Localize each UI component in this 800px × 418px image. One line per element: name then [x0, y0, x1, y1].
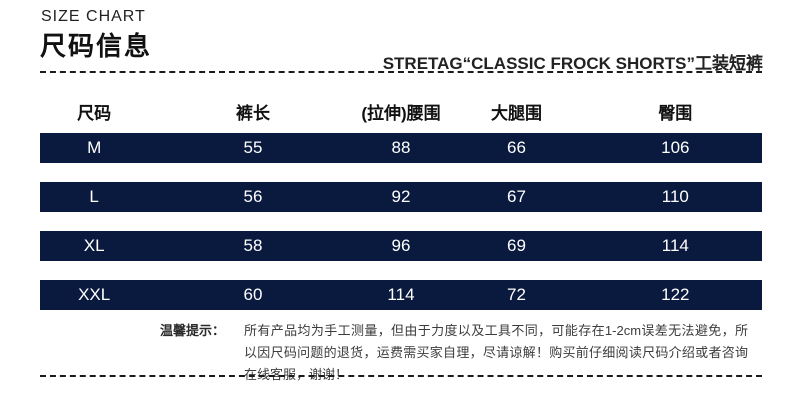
- length-cell: 55: [243, 138, 263, 157]
- tips-text: 所有产品均为手工测量，但由于力度以及工具不同，可能存在1-2cm误差无法避免，所…: [244, 323, 748, 382]
- hip-cell: 114: [661, 236, 689, 255]
- column-header-length: 裤长: [235, 104, 270, 123]
- footer-divider: [40, 375, 762, 377]
- table-row: XL 58 96 69 114: [40, 231, 762, 261]
- hip-cell: 106: [661, 138, 690, 157]
- table-row: XXL 60 114 72 122: [40, 280, 762, 310]
- size-cell: M: [87, 138, 102, 157]
- table-header-row: 尺码 裤长 (拉伸)腰围 大腿围 臀围: [40, 95, 762, 133]
- thigh-cell: 67: [507, 187, 526, 206]
- thigh-cell: 69: [507, 236, 526, 255]
- header-divider: [40, 71, 762, 73]
- size-chart-eyebrow: SIZE CHART: [41, 8, 146, 25]
- tips-block: 温馨提示： 所有产品均为手工测量，但由于力度以及工具不同，可能存在1-2cm误差…: [160, 320, 748, 386]
- table-row: L 56 92 67 110: [40, 182, 762, 212]
- column-header-thigh: 大腿围: [490, 104, 542, 123]
- waist-cell: 88: [391, 138, 411, 157]
- length-cell: 56: [243, 187, 263, 206]
- size-cell: XL: [83, 236, 105, 255]
- column-header-waist: (拉伸)腰围: [361, 104, 441, 123]
- tips-label: 温馨提示：: [160, 323, 226, 338]
- length-cell: 60: [243, 285, 263, 304]
- column-header-size: 尺码: [77, 104, 112, 123]
- product-title: STRETAG“CLASSIC FROCK SHORTS”工装短裤: [382, 54, 763, 73]
- hip-cell: 110: [661, 187, 689, 206]
- waist-cell: 114: [387, 285, 415, 304]
- size-cell: L: [89, 187, 99, 206]
- thigh-cell: 72: [507, 285, 526, 304]
- length-cell: 58: [243, 236, 263, 255]
- page-title: 尺码信息: [40, 31, 153, 61]
- waist-cell: 92: [391, 187, 411, 206]
- size-cell: XXL: [78, 285, 111, 304]
- thigh-cell: 66: [507, 138, 526, 157]
- waist-cell: 96: [391, 236, 411, 255]
- column-header-hip: 臀围: [658, 104, 693, 123]
- hip-cell: 122: [661, 285, 690, 304]
- size-table: 尺码 裤长 (拉伸)腰围 大腿围 臀围 M 55 88 66 106 L 56 …: [40, 95, 762, 329]
- table-row: M 55 88 66 106: [40, 133, 762, 163]
